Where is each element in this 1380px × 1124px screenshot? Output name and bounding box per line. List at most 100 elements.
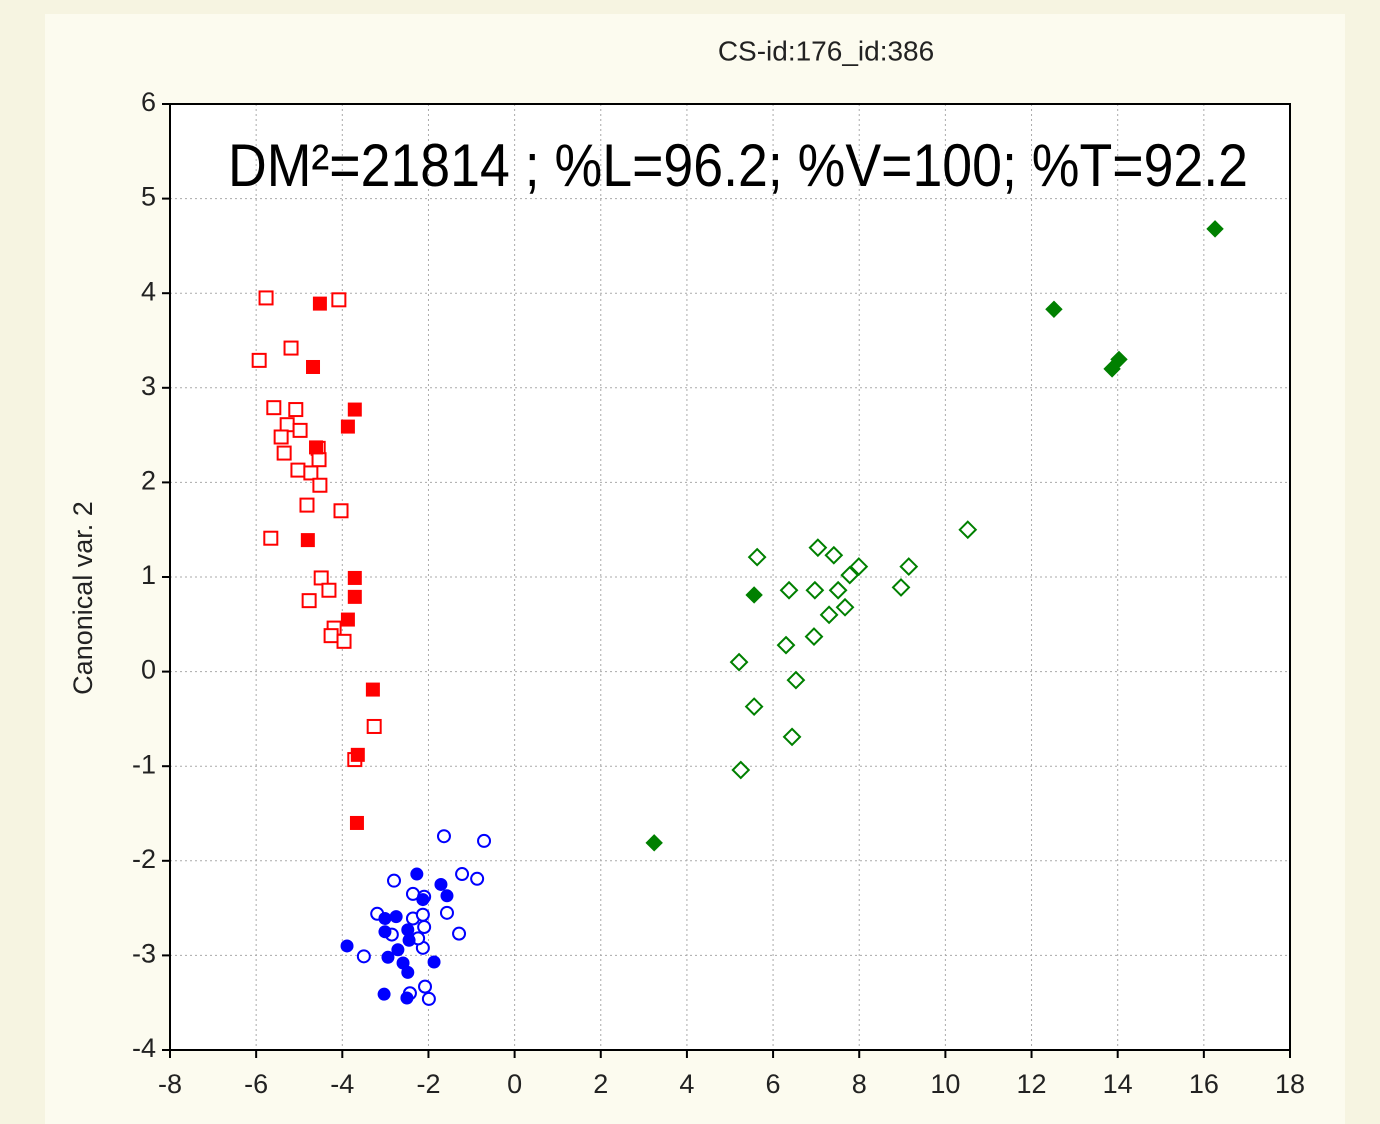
point bbox=[417, 920, 432, 935]
point bbox=[312, 296, 327, 311]
point bbox=[312, 477, 328, 493]
point bbox=[349, 815, 364, 830]
x-tick-label: 6 bbox=[766, 1069, 781, 1099]
point bbox=[290, 462, 306, 478]
point bbox=[402, 933, 416, 947]
point bbox=[729, 652, 749, 672]
point bbox=[288, 402, 304, 418]
point bbox=[283, 340, 299, 356]
point bbox=[266, 400, 282, 416]
point bbox=[279, 417, 295, 433]
point bbox=[824, 545, 844, 565]
x-tick-label: 8 bbox=[852, 1069, 867, 1099]
point bbox=[378, 912, 392, 926]
y-tick-label: -3 bbox=[132, 939, 156, 969]
point bbox=[378, 925, 392, 939]
point bbox=[804, 627, 824, 647]
point bbox=[303, 465, 319, 481]
point bbox=[273, 429, 289, 445]
point bbox=[336, 633, 352, 649]
point bbox=[340, 939, 354, 953]
x-tick-label: 2 bbox=[593, 1069, 608, 1099]
point bbox=[400, 991, 414, 1005]
x-tick-label: -2 bbox=[416, 1069, 440, 1099]
x-tick-label: -8 bbox=[158, 1069, 182, 1099]
point bbox=[356, 949, 371, 964]
point bbox=[387, 873, 401, 888]
point bbox=[747, 547, 767, 567]
point bbox=[786, 670, 806, 690]
point bbox=[350, 747, 365, 762]
x-tick-label: 18 bbox=[1275, 1069, 1305, 1099]
point bbox=[377, 987, 391, 1001]
y-tick-label: 2 bbox=[141, 466, 156, 496]
y-tick-label: 6 bbox=[141, 87, 156, 117]
point bbox=[258, 290, 274, 306]
y-tick-label: 3 bbox=[141, 371, 156, 401]
point bbox=[299, 497, 315, 513]
point bbox=[891, 577, 911, 597]
plot-frame bbox=[169, 103, 1291, 1051]
point bbox=[745, 586, 763, 604]
point bbox=[731, 760, 751, 780]
point bbox=[410, 867, 424, 881]
point bbox=[452, 926, 467, 941]
y-tick-label: -1 bbox=[132, 749, 156, 779]
point bbox=[381, 950, 395, 964]
y-tick-label: 5 bbox=[141, 182, 156, 212]
y-tick-label: 4 bbox=[141, 276, 156, 306]
x-tick-label: 12 bbox=[1017, 1069, 1047, 1099]
point bbox=[300, 533, 315, 548]
point bbox=[434, 877, 448, 891]
point bbox=[805, 580, 825, 600]
point bbox=[323, 628, 339, 644]
point bbox=[309, 440, 324, 455]
point bbox=[331, 292, 347, 308]
point bbox=[776, 635, 796, 655]
point bbox=[313, 570, 329, 586]
point bbox=[1045, 300, 1063, 318]
point bbox=[276, 445, 292, 461]
point bbox=[455, 867, 470, 882]
y-axis-label: Canonical var. 2 bbox=[68, 501, 98, 695]
point bbox=[436, 829, 451, 844]
point bbox=[958, 520, 978, 540]
point bbox=[1103, 360, 1121, 378]
point bbox=[292, 422, 308, 438]
point bbox=[365, 682, 380, 697]
point bbox=[340, 419, 355, 434]
point bbox=[415, 907, 430, 922]
y-tick-label: 1 bbox=[141, 560, 156, 590]
point bbox=[347, 402, 362, 417]
point bbox=[421, 991, 436, 1006]
point bbox=[439, 905, 454, 920]
point bbox=[849, 557, 869, 577]
point bbox=[819, 605, 839, 625]
point bbox=[347, 589, 362, 604]
point bbox=[440, 889, 454, 903]
x-tick-label: -6 bbox=[244, 1069, 268, 1099]
x-tick-label: 16 bbox=[1189, 1069, 1219, 1099]
point bbox=[418, 979, 433, 994]
x-tick-label: 4 bbox=[679, 1069, 694, 1099]
point bbox=[401, 965, 415, 979]
point bbox=[301, 593, 317, 609]
point bbox=[391, 943, 405, 957]
point bbox=[251, 352, 267, 368]
point bbox=[333, 503, 349, 519]
point bbox=[321, 582, 337, 598]
point bbox=[311, 452, 327, 468]
point bbox=[840, 565, 860, 585]
x-tick-label: 0 bbox=[507, 1069, 522, 1099]
point bbox=[340, 612, 355, 627]
point bbox=[306, 359, 321, 374]
point bbox=[389, 910, 403, 924]
point bbox=[779, 580, 799, 600]
point bbox=[899, 557, 919, 577]
point bbox=[808, 538, 828, 558]
x-tick-label: -4 bbox=[330, 1069, 354, 1099]
annotation: DM²=21814 ; %L=96.2; %V=100; %T=92.2 bbox=[228, 132, 1248, 199]
point bbox=[782, 727, 802, 747]
point bbox=[470, 871, 485, 886]
